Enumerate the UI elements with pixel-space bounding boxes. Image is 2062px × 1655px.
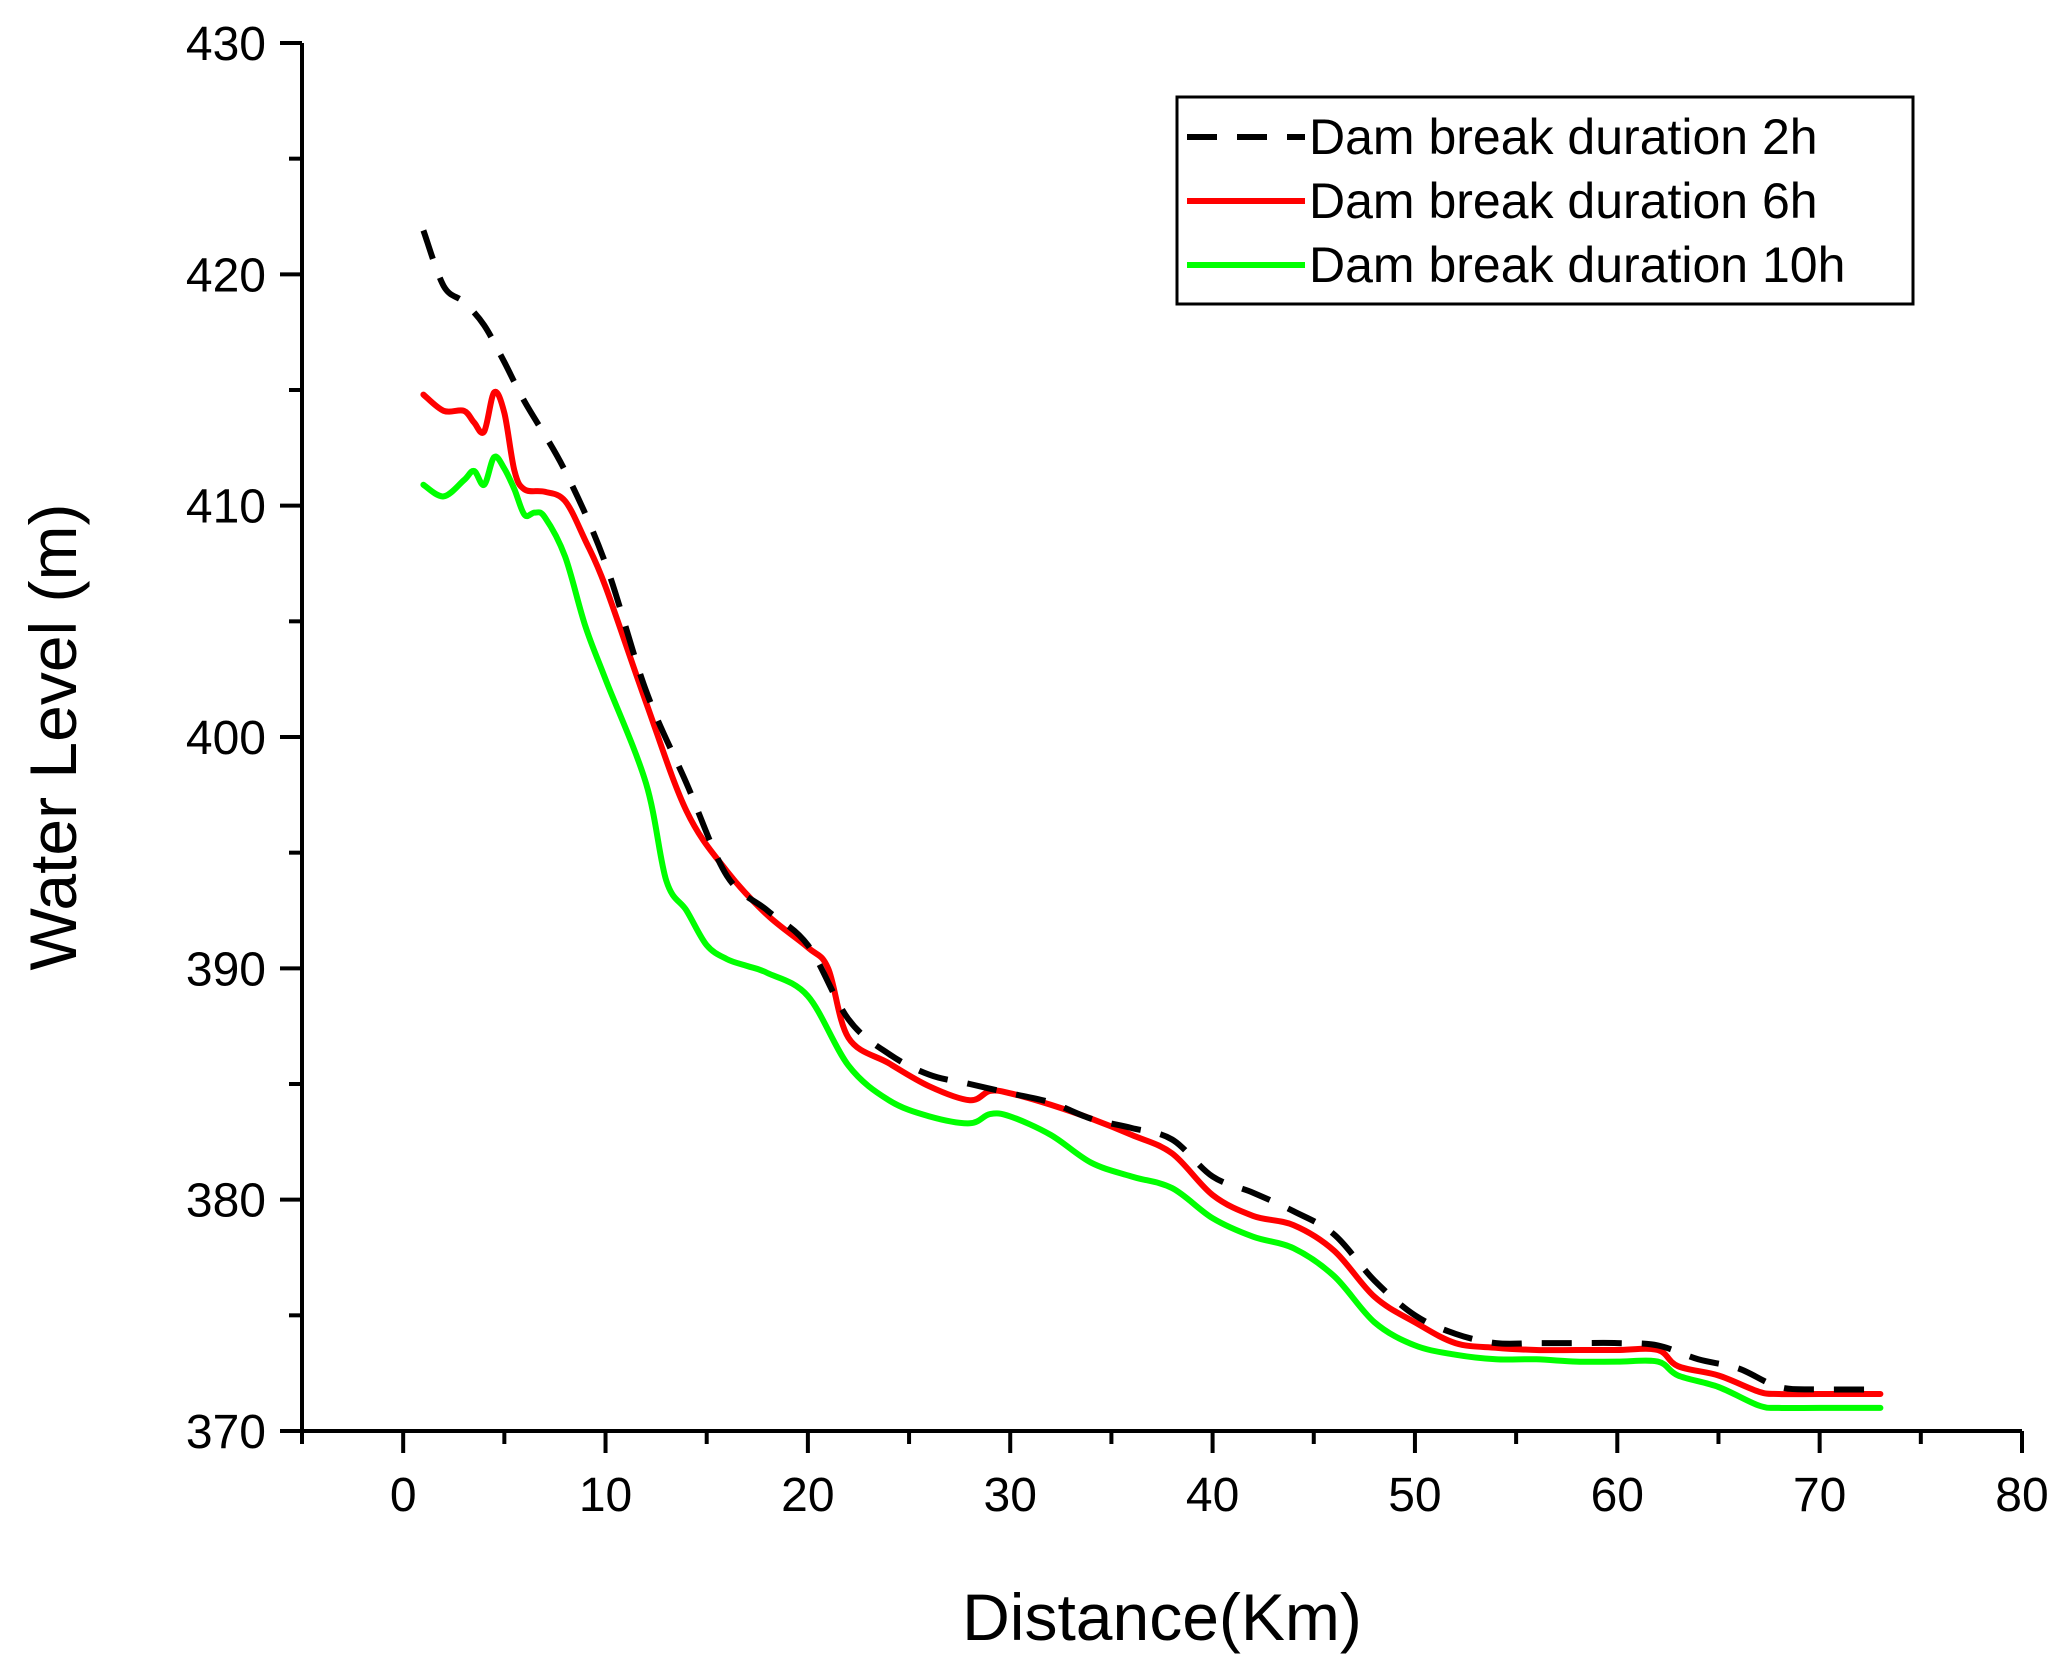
x-tick-label: 50	[1388, 1469, 1441, 1522]
axes: 0 10 20 30 40 50 60 70 80 370 380 390 400 410 420 430	[186, 18, 2049, 1522]
series-line-1	[420, 229, 1881, 1393]
y-tick-label: 390	[186, 943, 266, 996]
x-tick-label: 10	[579, 1469, 632, 1522]
legend-label-3: Dam break duration 10h	[1309, 237, 1845, 293]
x-tick-label: 20	[781, 1469, 834, 1522]
x-tick-label: 30	[984, 1469, 1037, 1522]
y-tick-label: 400	[186, 712, 266, 765]
x-tick-label: 70	[1793, 1469, 1846, 1522]
x-tick-label: 0	[390, 1469, 417, 1522]
series-layer	[420, 229, 1884, 1412]
y-axis-title: Water Level (m)	[16, 504, 90, 971]
series-line-3	[420, 453, 1884, 1412]
series-line-2	[420, 388, 1884, 1398]
legend: Dam break duration 2h Dam break duration …	[1175, 95, 1915, 306]
y-tick-label: 370	[186, 1406, 266, 1459]
legend-label-2: Dam break duration 6h	[1309, 173, 1818, 229]
x-tick-label: 40	[1186, 1469, 1239, 1522]
x-axis-title: Distance(Km)	[962, 1580, 1362, 1654]
legend-label-1: Dam break duration 2h	[1309, 109, 1818, 165]
y-tick-label: 420	[186, 249, 266, 302]
y-tick-label: 380	[186, 1175, 266, 1228]
y-tick-label: 430	[186, 18, 266, 71]
x-tick-label: 80	[1995, 1469, 2048, 1522]
x-tick-label: 60	[1591, 1469, 1644, 1522]
y-tick-label: 410	[186, 481, 266, 534]
